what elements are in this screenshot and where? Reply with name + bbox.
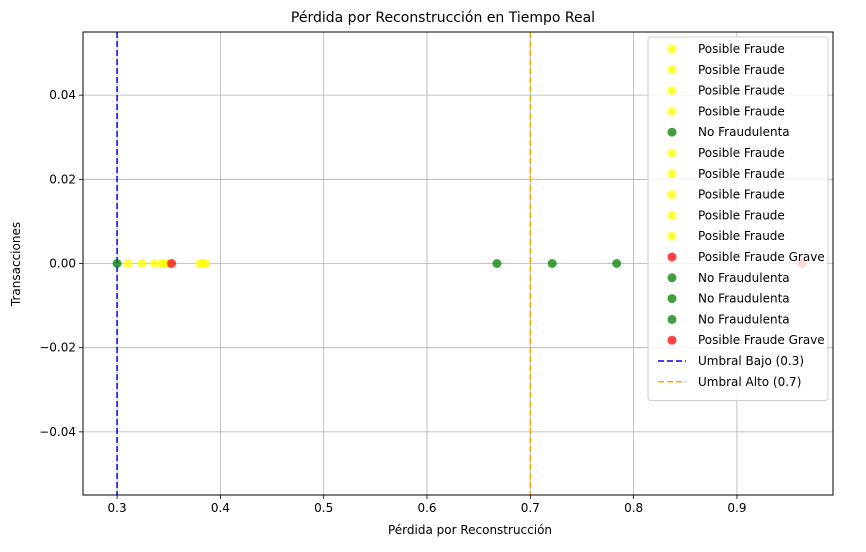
y-tick-label: −0.04 xyxy=(39,425,76,439)
scatter-point xyxy=(123,259,133,268)
legend-marker xyxy=(667,169,677,179)
y-tick-label: 0.04 xyxy=(49,88,76,102)
y-axis-label: Transacciones xyxy=(9,222,23,307)
legend-marker xyxy=(667,273,677,283)
chart-title: Pérdida por Reconstrucción en Tiempo Rea… xyxy=(291,10,595,26)
legend-label: Posible Fraude xyxy=(698,42,785,56)
legend-label: No Fraudulenta xyxy=(698,125,790,139)
legend-marker xyxy=(667,314,677,324)
scatter-point xyxy=(137,259,147,268)
x-tick-label: 0.5 xyxy=(314,501,333,515)
scatter-point xyxy=(167,259,177,268)
scatter-point xyxy=(612,259,622,268)
legend-marker xyxy=(667,148,677,158)
scatter-point xyxy=(112,259,122,268)
data-points xyxy=(112,259,807,268)
legend-marker xyxy=(667,127,677,137)
scatter-point xyxy=(150,259,160,268)
x-tick-label: 0.3 xyxy=(108,501,127,515)
legend-marker xyxy=(667,335,677,345)
x-tick-label: 0.8 xyxy=(624,501,643,515)
legend-label: Posible Fraude Grave xyxy=(698,333,825,347)
x-tick-label: 0.9 xyxy=(727,501,746,515)
y-tick-label: 0.02 xyxy=(49,172,76,186)
legend-label: Umbral Bajo (0.3) xyxy=(698,354,804,368)
legend-label: Posible Fraude xyxy=(698,63,785,77)
legend-marker xyxy=(667,106,677,116)
legend-marker xyxy=(667,210,677,220)
scatter-point xyxy=(547,259,557,268)
legend-box xyxy=(647,36,829,402)
legend-label: Posible Fraude xyxy=(698,188,785,202)
legend-label: Posible Fraude xyxy=(698,146,785,160)
x-axis-label: Pérdida por Reconstrucción xyxy=(388,523,552,537)
legend-marker xyxy=(667,252,677,262)
axis-ticks: 0.3 0.4 0.5 0.6 0.7 0.8 0.9 0.04 0.02 0.00 −0.02 −0… xyxy=(39,88,746,515)
x-tick-label: 0.4 xyxy=(211,501,230,515)
legend-marker xyxy=(667,294,677,304)
legend-label: Posible Fraude xyxy=(698,208,785,222)
legend-marker xyxy=(667,231,677,241)
legend-marker xyxy=(667,86,677,96)
legend-label: Posible Fraude xyxy=(698,167,785,181)
scatter-point xyxy=(160,259,170,268)
legend-label: No Fraudulenta xyxy=(698,312,790,326)
legend-marker xyxy=(667,190,677,200)
legend-label: Posible Fraude xyxy=(698,104,785,118)
legend-label: No Fraudulenta xyxy=(698,271,790,285)
y-tick-label: 0.00 xyxy=(49,257,76,271)
scatter-point xyxy=(201,259,211,268)
legend: Posible Fraude Posible Fraude Posible Frau… xyxy=(647,36,829,402)
legend-label: Umbral Alto (0.7) xyxy=(698,375,801,389)
legend-label: Posible Fraude xyxy=(698,229,785,243)
scatter-point xyxy=(492,259,502,268)
x-tick-label: 0.7 xyxy=(521,501,540,515)
legend-marker xyxy=(667,44,677,54)
legend-label: No Fraudulenta xyxy=(698,292,790,306)
legend-marker xyxy=(667,65,677,75)
y-tick-label: −0.02 xyxy=(39,341,76,355)
threshold-lines xyxy=(116,32,532,495)
legend-label: Posible Fraude xyxy=(698,84,785,98)
legend-label: Posible Fraude Grave xyxy=(698,250,825,264)
x-tick-label: 0.6 xyxy=(417,501,436,515)
